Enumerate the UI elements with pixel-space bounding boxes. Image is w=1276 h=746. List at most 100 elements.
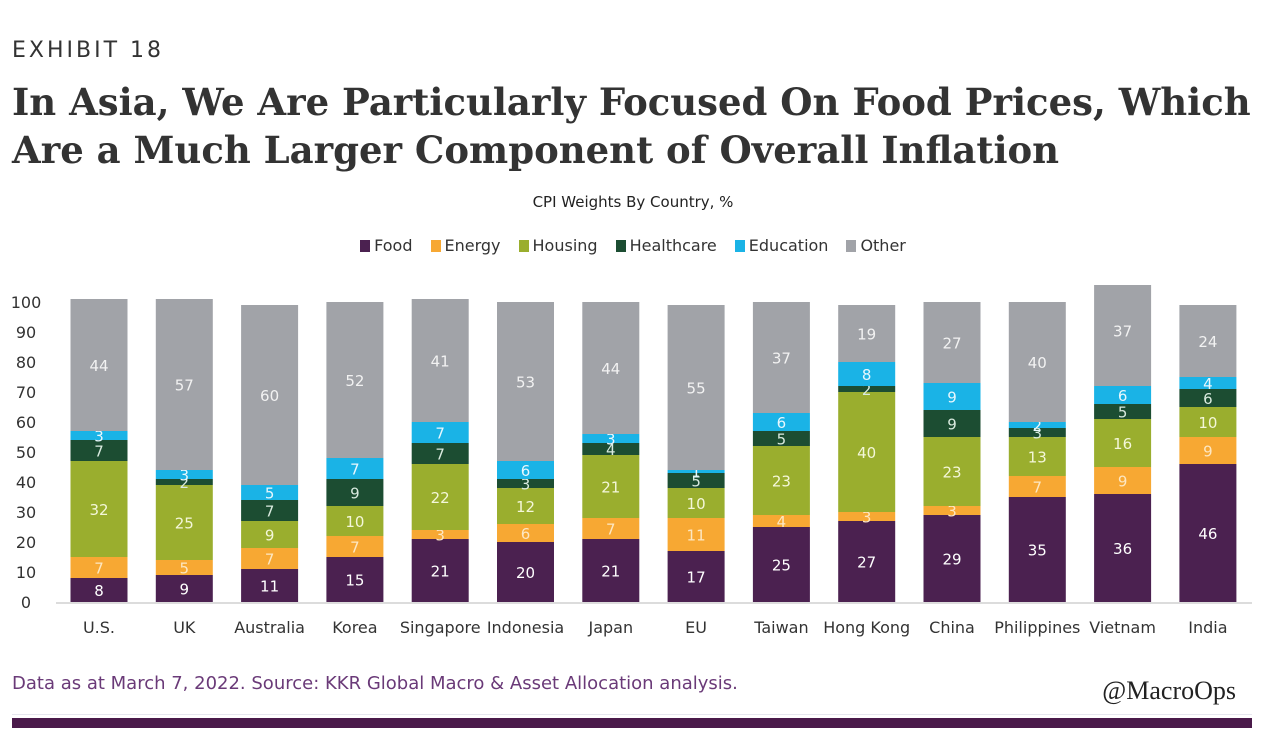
data-label-other: 44 <box>601 360 620 378</box>
bar-segment-food <box>923 515 981 602</box>
data-label-healthcare: 9 <box>350 485 360 503</box>
data-label-other: 27 <box>942 335 961 353</box>
data-label-other: 52 <box>345 372 364 390</box>
data-label-food: 46 <box>1198 525 1217 543</box>
bar-segment-housing <box>70 461 128 557</box>
bar-segment-other <box>497 302 554 461</box>
bar-segment-healthcare <box>1179 389 1237 407</box>
data-label-healthcare: 7 <box>94 443 104 461</box>
bar-segment-healthcare <box>923 410 981 437</box>
bar-segment-food <box>241 569 299 602</box>
footer-divider <box>12 714 1252 715</box>
source-note: Data as at March 7, 2022. Source: KKR Gl… <box>12 673 738 694</box>
data-label-healthcare: 3 <box>521 476 531 494</box>
data-label-education: 3 <box>180 467 190 485</box>
bar-segment-food <box>326 557 384 602</box>
legend-label-food: Food <box>374 236 413 255</box>
data-label-housing: 23 <box>772 473 791 491</box>
data-label-housing: 23 <box>942 464 961 482</box>
data-label-healthcare: 2 <box>180 474 190 492</box>
bar-segment-other <box>1094 285 1152 386</box>
bar-segment-food <box>497 542 554 602</box>
legend-label-energy: Energy <box>444 236 501 255</box>
bar-stack-taiwan: 25 4 23 56 37 <box>752 302 810 602</box>
data-label-education: 5 <box>265 485 275 503</box>
data-label-education: 7 <box>350 461 360 479</box>
data-label-healthcare: 2 <box>862 381 872 399</box>
data-label-energy: 9 <box>1118 473 1128 491</box>
bar-segment-healthcare <box>70 440 128 461</box>
data-label-housing: 9 <box>265 527 275 545</box>
bar-stack-china: 29 3 23 9 9 27 <box>923 302 981 602</box>
data-label-housing: 21 <box>601 479 620 497</box>
data-label-housing: 16 <box>1113 435 1132 453</box>
data-label-other: 40 <box>1028 354 1047 372</box>
bar-segment-education <box>241 485 299 500</box>
bar-segment-energy <box>70 557 128 578</box>
bar-segment-healthcare <box>326 479 384 506</box>
bar-stack-singapore: 21 3 22 7 7 41 <box>411 299 469 602</box>
bar-segment-education <box>667 470 725 473</box>
bar-segment-education <box>838 362 896 386</box>
bar-stack-eu: 17 11 10 51 55 <box>667 305 725 602</box>
x-tick-label: Vietnam <box>1089 618 1156 637</box>
legend-swatch-food <box>360 239 371 252</box>
data-label-energy: 3 <box>862 509 872 527</box>
data-label-food: 8 <box>94 582 104 600</box>
data-label-education: 6 <box>1118 387 1128 405</box>
legend-label-education: Education <box>748 236 829 255</box>
bar-segment-energy <box>667 518 725 551</box>
bar-segment-other <box>241 305 299 485</box>
brand-watermark: @MacroOps <box>1102 676 1236 705</box>
bar-segment-housing <box>411 464 469 530</box>
bar-segment-housing <box>752 446 810 515</box>
legend-item-food: Food <box>360 236 413 255</box>
data-label-housing: 10 <box>1198 414 1217 432</box>
y-tick-label: 100 <box>11 293 42 312</box>
data-label-healthcare: 7 <box>265 503 275 521</box>
chart-title: CPI Weights By Country, % <box>532 193 734 211</box>
x-tick-label: EU <box>685 618 707 637</box>
data-label-other: 19 <box>857 326 876 344</box>
bar-segment-education <box>411 422 469 443</box>
bar-segment-other <box>70 299 128 431</box>
y-tick-label: 10 <box>16 563 36 582</box>
data-label-healthcare: 9 <box>947 416 957 434</box>
bar-segment-food <box>838 521 896 602</box>
data-label-food: 25 <box>772 557 791 575</box>
footer-bar <box>12 718 1252 728</box>
data-label-education: 7 <box>435 425 445 443</box>
data-label-energy: 11 <box>687 527 706 545</box>
bar-segment-food <box>70 578 128 602</box>
legend-label-other: Other <box>860 236 906 255</box>
data-label-energy: 4 <box>777 513 787 531</box>
bar-segment-education <box>1008 422 1066 428</box>
bar-segment-other <box>1008 302 1066 422</box>
bar-segment-housing <box>923 437 981 506</box>
bar-segment-other <box>838 305 896 362</box>
bar-segment-energy <box>497 524 554 542</box>
data-label-housing: 22 <box>431 489 450 507</box>
bar-segment-education <box>752 413 810 431</box>
legend-swatch-energy <box>430 239 441 252</box>
bar-segment-education <box>582 434 640 443</box>
data-label-other: 37 <box>772 350 791 368</box>
data-label-healthcare: 5 <box>1118 404 1128 422</box>
bar-stack-hong-kong: 27 3 40 28 19 <box>838 305 896 602</box>
y-tick-label: 80 <box>16 353 36 372</box>
legend-swatch-education <box>734 239 745 252</box>
data-label-healthcare: 7 <box>435 446 445 464</box>
x-tick-label: Hong Kong <box>823 618 910 637</box>
data-label-healthcare: 4 <box>606 441 616 459</box>
y-tick-label: 60 <box>16 413 36 432</box>
bar-segment-education <box>497 461 554 479</box>
y-tick-label: 40 <box>16 473 36 492</box>
data-label-food: 17 <box>687 569 706 587</box>
bar-segment-energy <box>838 512 896 521</box>
bar-segment-food <box>1179 464 1237 602</box>
data-label-education: 9 <box>947 389 957 407</box>
data-label-housing: 40 <box>857 444 876 462</box>
legend-item-healthcare: Healthcare <box>615 236 717 255</box>
